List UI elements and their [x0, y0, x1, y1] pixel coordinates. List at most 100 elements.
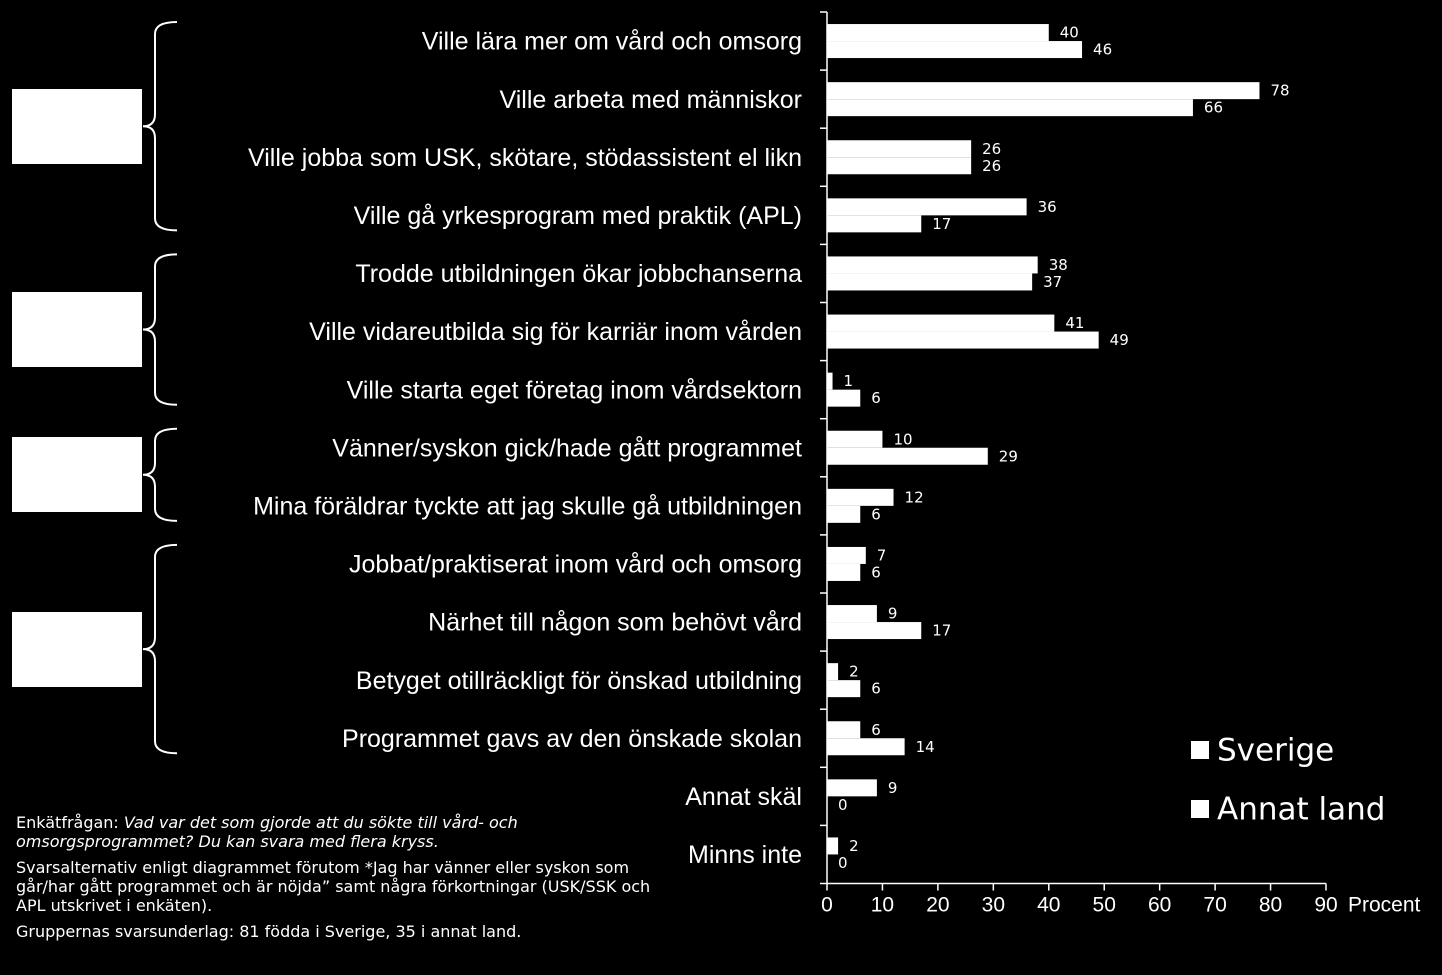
- bar-annat-land: [827, 563, 861, 581]
- data-label: 6: [871, 505, 881, 523]
- category-label: Trodde utbildningen ökar jobbchanserna: [355, 260, 802, 288]
- data-label: 46: [1093, 41, 1112, 59]
- data-label: 2: [849, 837, 859, 855]
- data-label: 9: [888, 779, 898, 797]
- data-label: 26: [982, 140, 1001, 158]
- group-brace: [142, 21, 178, 232]
- category-label: Jobbat/praktiserat inom vård och omsorg: [349, 551, 802, 579]
- data-label: 6: [871, 721, 881, 739]
- axes: 0 10 20 30 40 50 60 70 80 90 Procent: [820, 11, 1421, 917]
- group-brace: [142, 253, 178, 406]
- bar-annat-land: [827, 680, 861, 698]
- bar-sverige: [827, 721, 861, 739]
- data-label: 0: [838, 854, 848, 872]
- data-label: 6: [871, 389, 881, 407]
- bars: [827, 24, 1260, 855]
- category-label: Ville gå yrkesprogram med praktik (APL): [354, 202, 802, 230]
- x-tick-label: 10: [871, 894, 894, 917]
- x-tick-label: 50: [1093, 894, 1116, 917]
- data-label: 6: [871, 680, 881, 698]
- data-label: 0: [838, 796, 848, 814]
- category-labels: Ville lära mer om vård och omsorg Ville a…: [248, 28, 802, 869]
- bar-sverige: [827, 198, 1027, 216]
- category-label: Betyget otillräckligt för önskad utbildn…: [356, 667, 802, 695]
- bar-sverige: [827, 837, 839, 855]
- data-label: 17: [932, 622, 951, 640]
- bar-annat-land: [827, 273, 1033, 291]
- bar-sverige: [827, 663, 839, 681]
- category-label: Annat skäl: [685, 783, 802, 811]
- group-brace: [142, 427, 178, 522]
- data-label: 37: [1043, 273, 1062, 291]
- category-label: Mina föräldrar tyckte att jag skulle gå …: [253, 492, 802, 520]
- bar-sverige: [827, 24, 1049, 42]
- x-tick-label: 80: [1259, 894, 1282, 917]
- x-tick-label: 30: [982, 894, 1005, 917]
- bar-annat-land: [827, 622, 922, 640]
- bar-annat-land: [827, 505, 861, 523]
- bar-sverige: [827, 546, 866, 564]
- data-label: 38: [1049, 256, 1068, 274]
- category-label: Närhet till någon som behövt vård: [428, 609, 802, 637]
- data-label: 29: [999, 447, 1018, 465]
- x-tick-label: 70: [1203, 894, 1226, 917]
- data-label: 66: [1204, 99, 1223, 117]
- group-label-box: [12, 437, 142, 513]
- data-label: 6: [871, 563, 881, 581]
- category-label: Ville lära mer om vård och omsorg: [422, 28, 802, 56]
- category-label: Minns inte: [688, 841, 802, 869]
- data-label: 7: [877, 546, 887, 564]
- legend-swatch: [1191, 800, 1209, 818]
- bar-sverige: [827, 82, 1260, 100]
- category-label: Vänner/syskon gick/hade gått programmet: [332, 434, 802, 462]
- data-label: 41: [1065, 314, 1084, 332]
- value-labels: 4046786626263617383741491610291267691726…: [838, 24, 1290, 872]
- bar-annat-land: [827, 157, 972, 175]
- data-label: 9: [888, 605, 898, 623]
- bar-annat-land: [827, 738, 905, 756]
- bar-annat-land: [827, 389, 861, 407]
- group-label-box: [12, 611, 142, 687]
- data-label: 49: [1110, 331, 1129, 349]
- data-label: 26: [982, 157, 1001, 175]
- group-label-box: [12, 88, 142, 164]
- bar-annat-land: [827, 99, 1193, 117]
- data-label: 2: [849, 663, 859, 681]
- x-tick-label: 20: [926, 894, 949, 917]
- group-label-box: [12, 292, 142, 368]
- bar-sverige: [827, 430, 883, 448]
- bar-sverige: [827, 314, 1055, 332]
- legend-label: Sverige: [1217, 733, 1334, 769]
- question-text: Vad var det som gjorde att du sökte till…: [16, 813, 518, 851]
- data-label: 1: [844, 372, 854, 390]
- category-label: Ville jobba som USK, skötare, stödassist…: [248, 144, 802, 172]
- x-tick-label: 40: [1037, 894, 1060, 917]
- data-label: 78: [1270, 82, 1289, 100]
- category-label: Ville starta eget företag inom vårdsekto…: [347, 376, 802, 404]
- data-label: 40: [1060, 24, 1079, 42]
- bar-sverige: [827, 779, 877, 797]
- bar-sverige: [827, 605, 877, 623]
- bar-sverige: [827, 372, 833, 390]
- x-tick-label: 90: [1314, 894, 1337, 917]
- legend-swatch: [1191, 741, 1209, 759]
- base-note: Gruppernas svarsunderlag: 81 födda i Sve…: [16, 922, 522, 941]
- data-label: 17: [932, 215, 951, 233]
- data-label: 12: [905, 488, 924, 506]
- group-braces: [142, 21, 178, 755]
- legend-label: Annat land: [1217, 792, 1385, 828]
- x-axis-title: Procent: [1348, 894, 1421, 917]
- bar-sverige: [827, 140, 972, 158]
- bar-sverige: [827, 488, 894, 506]
- bar-annat-land: [827, 215, 922, 233]
- x-tick-label: 0: [821, 894, 833, 917]
- question-note: Enkätfrågan: Vad var det som gjorde att …: [16, 813, 656, 851]
- legend: Sverige Annat land: [1191, 733, 1385, 828]
- bar-annat-land: [827, 447, 988, 465]
- bar-sverige: [827, 256, 1038, 274]
- x-tick-label: 60: [1148, 894, 1171, 917]
- category-label: Ville arbeta med människor: [500, 86, 802, 114]
- question-label: Enkätfrågan:: [16, 813, 124, 832]
- category-label: Ville vidareutbilda sig för karriär inom…: [309, 318, 802, 346]
